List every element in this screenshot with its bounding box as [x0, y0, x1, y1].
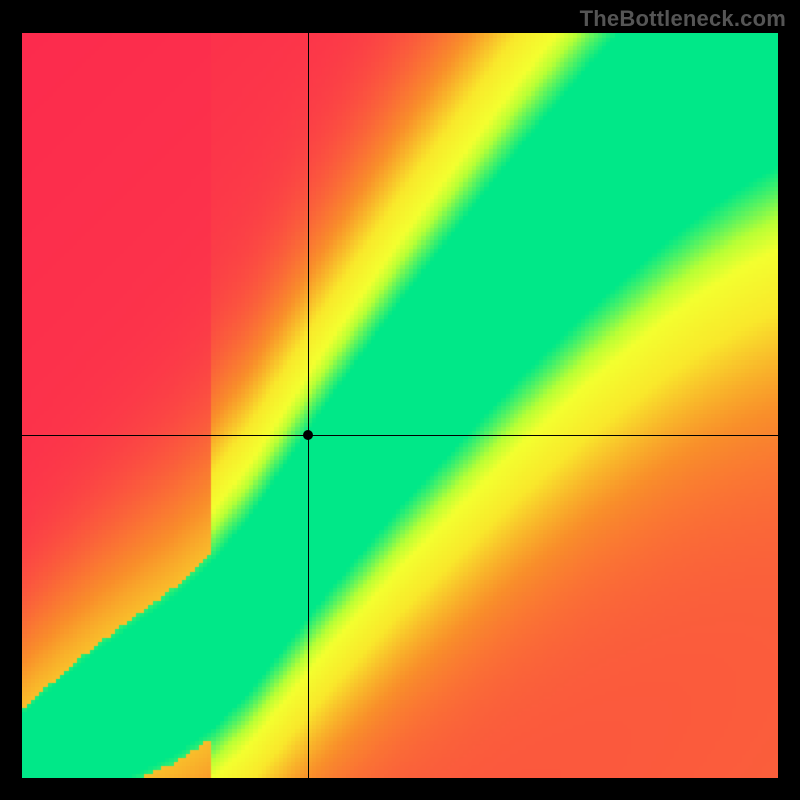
crosshair-horizontal — [22, 435, 778, 436]
crosshair-vertical — [308, 33, 309, 778]
plot-area — [22, 33, 778, 778]
chart-container: TheBottleneck.com — [0, 0, 800, 800]
bottleneck-marker — [303, 430, 313, 440]
heatmap-canvas — [22, 33, 778, 778]
watermark-text: TheBottleneck.com — [580, 6, 786, 32]
